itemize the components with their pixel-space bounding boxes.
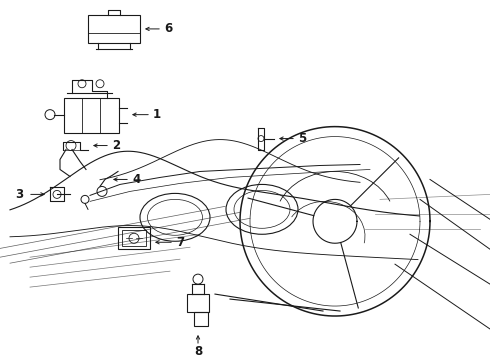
Text: 1: 1 xyxy=(153,108,161,121)
Bar xyxy=(64,98,119,132)
Text: 7: 7 xyxy=(176,236,184,249)
Bar xyxy=(187,294,209,312)
Text: 8: 8 xyxy=(194,345,202,359)
Bar xyxy=(118,227,150,249)
Text: 5: 5 xyxy=(298,132,306,145)
Bar xyxy=(122,230,146,246)
Bar xyxy=(194,312,208,326)
Text: 3: 3 xyxy=(15,188,23,201)
Text: 6: 6 xyxy=(164,22,172,35)
Text: 2: 2 xyxy=(112,139,120,152)
Text: 4: 4 xyxy=(132,173,140,186)
